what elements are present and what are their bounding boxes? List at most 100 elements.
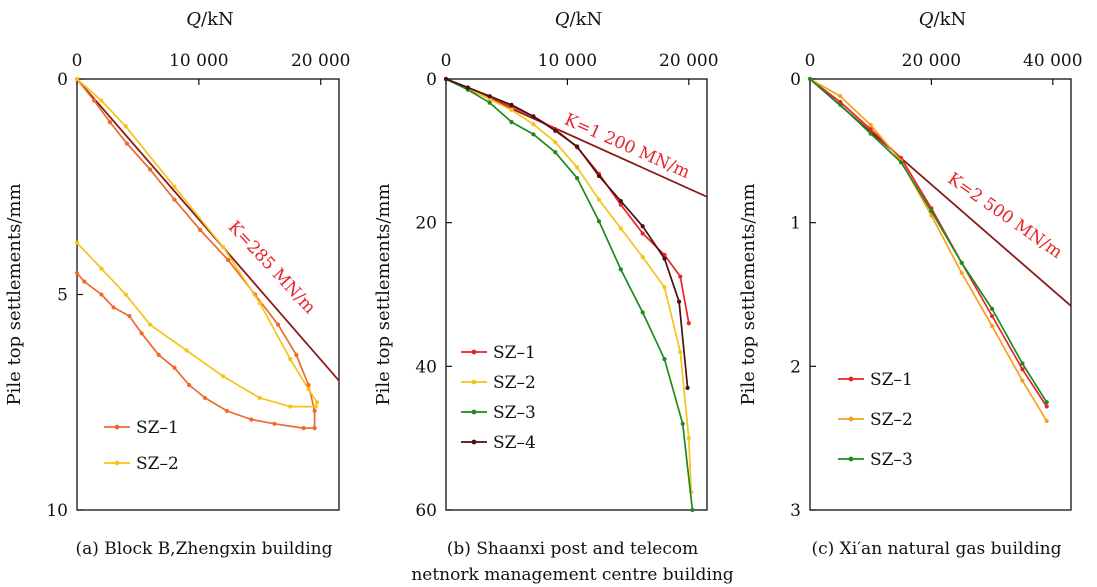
- data-point: [107, 120, 113, 125]
- series-line: [810, 79, 1048, 422]
- data-point: [74, 76, 80, 82]
- legend-label: SZ–3: [870, 450, 913, 470]
- data-point: [221, 374, 226, 379]
- legend-entry: SZ–1: [461, 343, 536, 363]
- data-point: [531, 122, 536, 127]
- data-point: [99, 98, 104, 103]
- y-tick-label: 0: [426, 70, 437, 90]
- x-axis-label-var: Q: [555, 9, 570, 30]
- data-point: [148, 322, 153, 327]
- stiffness-line: [77, 79, 339, 382]
- legend-entry: SZ–1: [838, 370, 913, 390]
- data-point: [123, 292, 128, 297]
- data-point: [959, 270, 964, 276]
- data-point: [662, 256, 667, 261]
- data-point: [172, 184, 177, 189]
- data-point: [678, 274, 683, 279]
- data-point: [1044, 400, 1049, 405]
- legend-swatch-marker: [848, 456, 854, 462]
- data-point: [187, 382, 192, 388]
- data-point: [596, 197, 602, 202]
- data-point: [306, 387, 311, 392]
- data-point: [139, 331, 144, 336]
- data-point: [596, 219, 602, 224]
- legend-label: SZ–2: [493, 373, 536, 393]
- x-tick-label: 10 000: [169, 51, 228, 71]
- y-tick-label: 2: [790, 357, 801, 377]
- data-point: [127, 313, 132, 319]
- data-point: [313, 404, 318, 409]
- legend-swatch-marker: [471, 349, 477, 355]
- legend-label: SZ–1: [870, 370, 913, 390]
- data-point: [838, 102, 843, 107]
- x-axis-label-unit: /kN: [570, 9, 603, 30]
- data-point: [868, 127, 873, 132]
- x-axis-label: Q/kN: [186, 9, 234, 30]
- data-point: [662, 357, 667, 362]
- x-axis-label-unit: /kN: [201, 9, 234, 30]
- data-point: [686, 436, 691, 441]
- data-point: [838, 94, 843, 99]
- data-point: [257, 395, 262, 401]
- data-point: [1044, 404, 1049, 409]
- data-point: [662, 285, 667, 290]
- data-point: [224, 408, 229, 413]
- data-point: [640, 231, 645, 236]
- y-axis-label: Pile top settlements/mm: [373, 183, 394, 405]
- series-sz-1: [74, 76, 317, 431]
- x-axis-label: Q/kN: [919, 9, 967, 30]
- legend-swatch-marker: [471, 439, 477, 445]
- data-point: [807, 76, 813, 82]
- data-point: [989, 324, 995, 329]
- plot-frame: [445, 78, 708, 511]
- y-tick-label: 3: [790, 501, 801, 521]
- data-point: [959, 260, 964, 265]
- data-point: [531, 132, 536, 137]
- legend-label: SZ–2: [136, 454, 179, 474]
- chart-panel-3: 0 20 000 40 000 0 1 2 3 Q/kN Pile top settlement…: [738, 9, 1083, 559]
- data-point: [575, 144, 580, 149]
- data-point: [312, 408, 317, 413]
- data-point: [221, 244, 226, 250]
- data-point: [618, 267, 623, 272]
- y-tick-label: 40: [415, 357, 437, 377]
- data-point: [868, 131, 873, 136]
- data-point: [197, 227, 203, 232]
- series-line: [446, 79, 693, 493]
- panel-caption: (a) Block B,Zhengxin building: [76, 539, 333, 559]
- data-point: [172, 365, 177, 370]
- legend-entry: SZ–4: [461, 433, 536, 453]
- data-point: [172, 197, 177, 202]
- data-point: [1020, 361, 1025, 366]
- legend-swatch-marker: [114, 460, 120, 466]
- data-point: [553, 150, 558, 155]
- data-point: [929, 209, 934, 214]
- legend-swatch-marker: [471, 409, 477, 415]
- data-point: [74, 270, 80, 276]
- data-point: [294, 352, 299, 357]
- series-line: [77, 79, 318, 408]
- data-point: [685, 385, 690, 390]
- data-point: [465, 85, 470, 90]
- data-point: [74, 240, 80, 245]
- legend-entry: SZ–1: [104, 418, 179, 438]
- series-sz-3: [443, 76, 695, 513]
- data-point: [487, 97, 492, 102]
- x-axis-label: Q/kN: [555, 9, 603, 30]
- data-point: [487, 94, 492, 99]
- data-point: [314, 400, 320, 405]
- data-point: [868, 122, 873, 128]
- legend-entry: SZ–2: [104, 454, 179, 474]
- panel-caption-line1: (b) Shaanxi post and telecom: [447, 539, 699, 559]
- x-tick-label: 0: [805, 51, 816, 71]
- y-tick-label: 5: [57, 286, 68, 306]
- data-point: [1020, 378, 1025, 383]
- legend-swatch-marker: [471, 379, 477, 385]
- x-axis-label-var: Q: [919, 9, 934, 30]
- series-sz-4: [443, 76, 690, 390]
- data-point: [509, 102, 514, 107]
- chart-panel-2: 0 10 000 20 000 0 20 40 60 Q/kN Pile top settlem…: [373, 9, 734, 585]
- series-sz-1: [807, 76, 1049, 409]
- data-point: [678, 349, 683, 355]
